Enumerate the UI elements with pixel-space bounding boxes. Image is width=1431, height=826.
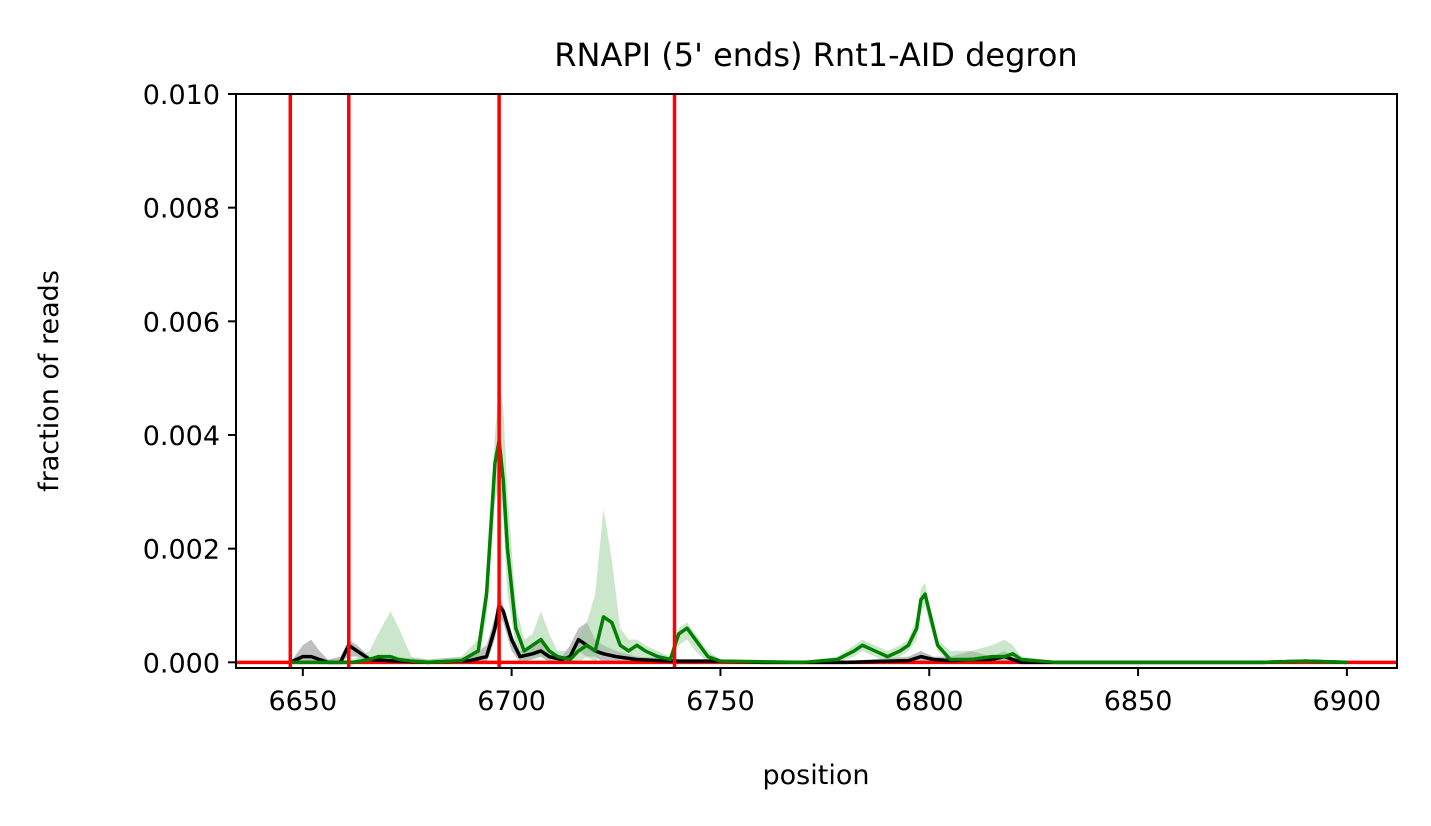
plot-frame (235, 93, 1398, 669)
y-tick-label: 0.002 (143, 535, 220, 566)
y-axis-title: fraction of reads (34, 270, 65, 492)
series-1-line (289, 603, 1347, 665)
x-tick-label: 6850 (1104, 686, 1173, 717)
x-tick-label: 6900 (1313, 686, 1382, 717)
x-axis-title: position (763, 760, 870, 791)
y-tick-label: 0.004 (143, 421, 220, 452)
x-tick-label: 6650 (268, 686, 337, 717)
y-axis: 0.000 0.002 0.004 0.006 0.008 0.010 (143, 80, 236, 679)
series-2-line (290, 438, 1347, 665)
y-tick-label: 0.008 (143, 194, 220, 225)
x-axis: 6650 6700 6750 6800 6850 6900 (268, 668, 1381, 717)
x-tick-label: 6750 (686, 686, 755, 717)
series-2-band (290, 383, 1347, 663)
x-tick-label: 6800 (895, 686, 964, 717)
series-1-band (290, 594, 1347, 663)
y-tick-label: 0.010 (143, 80, 220, 111)
y-tick-label: 0.000 (143, 648, 220, 679)
x-tick-label: 6700 (477, 686, 546, 717)
plot-area (236, 94, 1397, 668)
chart-title: RNAPI (5' ends) Rnt1-AID degron (554, 36, 1077, 74)
y-tick-label: 0.006 (143, 307, 220, 338)
